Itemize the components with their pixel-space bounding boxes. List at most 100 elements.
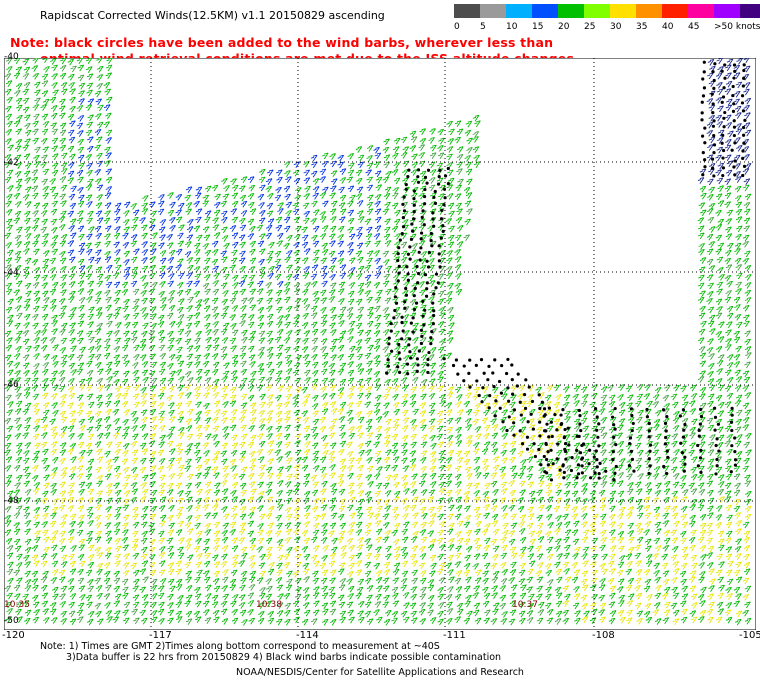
- contamination-marker: [722, 125, 726, 129]
- wind-barb: [707, 178, 714, 186]
- wind-barb: [708, 241, 716, 248]
- contamination-marker: [683, 455, 687, 459]
- wind-barb: [59, 105, 66, 113]
- wind-barb: [447, 202, 455, 210]
- wind-barb: [743, 122, 751, 129]
- contamination-marker: [423, 187, 427, 192]
- contamination-marker: [630, 413, 634, 418]
- wind-barb: [42, 185, 49, 193]
- wind-barb: [24, 257, 32, 265]
- wind-barb: [94, 241, 101, 249]
- contamination-marker: [431, 322, 435, 326]
- wind-barb: [95, 232, 102, 240]
- contamination-marker: [492, 385, 496, 389]
- wind-barb: [141, 249, 149, 256]
- contamination-marker: [703, 141, 707, 145]
- contamination-marker: [721, 95, 726, 99]
- contamination-marker: [543, 429, 547, 433]
- wind-barb: [60, 184, 68, 192]
- contamination-marker: [521, 442, 525, 446]
- wind-barb: [312, 256, 319, 264]
- contamination-marker: [546, 450, 550, 454]
- wind-barb: [78, 82, 86, 90]
- contamination-marker: [545, 422, 549, 426]
- wind-barb: [86, 264, 93, 272]
- contamination-marker: [701, 94, 706, 98]
- wind-barb: [231, 232, 239, 240]
- wind-barb: [366, 155, 373, 162]
- wind-barb: [437, 144, 444, 152]
- wind-barb: [715, 96, 723, 104]
- wind-barb: [130, 240, 138, 248]
- wind-barb: [41, 240, 49, 247]
- wind-barb: [384, 240, 392, 247]
- wind-barb: [13, 192, 21, 200]
- contamination-marker: [530, 399, 535, 404]
- wind-barb: [22, 144, 29, 152]
- contamination-marker: [411, 229, 415, 233]
- contamination-marker: [663, 421, 668, 425]
- contamination-marker: [741, 133, 746, 137]
- wind-barb: [274, 194, 282, 202]
- wind-barb: [328, 265, 336, 272]
- wind-barb: [60, 152, 68, 160]
- contamination-marker: [578, 451, 583, 455]
- contamination-marker: [645, 415, 650, 419]
- contamination-marker: [443, 174, 448, 178]
- contamination-marker: [456, 372, 460, 376]
- wind-barb: [193, 200, 200, 208]
- wind-barb: [86, 233, 93, 241]
- wind-barb: [725, 264, 733, 271]
- wind-barb: [105, 137, 112, 144]
- wind-barb: [24, 233, 32, 240]
- wind-barb: [322, 152, 329, 160]
- wind-barb: [330, 170, 338, 177]
- wind-barb: [454, 193, 462, 200]
- wind-barb: [697, 177, 705, 184]
- wind-barb: [716, 146, 724, 154]
- contamination-marker: [493, 414, 497, 418]
- wind-barb: [59, 72, 67, 80]
- wind-barb: [366, 201, 374, 209]
- wind-barb: [337, 240, 344, 248]
- wind-barb: [465, 168, 473, 176]
- wind-barb: [86, 217, 93, 225]
- contamination-marker: [613, 471, 617, 475]
- wind-barb: [339, 216, 346, 224]
- wind-barbs: [4, 58, 752, 626]
- contamination-marker: [628, 436, 633, 440]
- wind-barb: [238, 257, 246, 265]
- wind-barb: [313, 209, 320, 216]
- wind-barb: [725, 249, 732, 257]
- wind-barb: [725, 169, 733, 177]
- contamination-marker: [563, 449, 568, 454]
- wind-barb: [303, 193, 311, 200]
- wind-barb: [446, 169, 454, 177]
- wind-barb: [87, 114, 94, 122]
- wind-barb: [141, 265, 149, 273]
- contamination-marker: [547, 435, 551, 439]
- wind-barb: [149, 218, 156, 226]
- legend-label: 15: [532, 22, 544, 32]
- contamination-marker: [579, 428, 583, 433]
- wind-barb: [418, 144, 425, 151]
- wind-barb: [70, 65, 77, 73]
- wind-barb: [59, 257, 67, 265]
- wind-barb: [302, 202, 310, 210]
- contamination-marker: [408, 257, 412, 261]
- wind-barb: [265, 232, 272, 240]
- wind-barb: [32, 104, 40, 111]
- contamination-marker: [703, 165, 707, 169]
- wind-barb: [220, 250, 227, 258]
- contamination-marker: [439, 236, 443, 240]
- wind-barb: [167, 209, 175, 217]
- contamination-marker: [531, 427, 536, 431]
- contamination-marker: [562, 470, 566, 474]
- wind-barb: [735, 201, 743, 209]
- wind-barb: [283, 242, 290, 250]
- wind-barb: [409, 130, 417, 138]
- wind-barb: [735, 176, 742, 183]
- wind-barb: [706, 208, 714, 215]
- contamination-marker: [400, 337, 404, 341]
- wind-barb: [96, 58, 103, 64]
